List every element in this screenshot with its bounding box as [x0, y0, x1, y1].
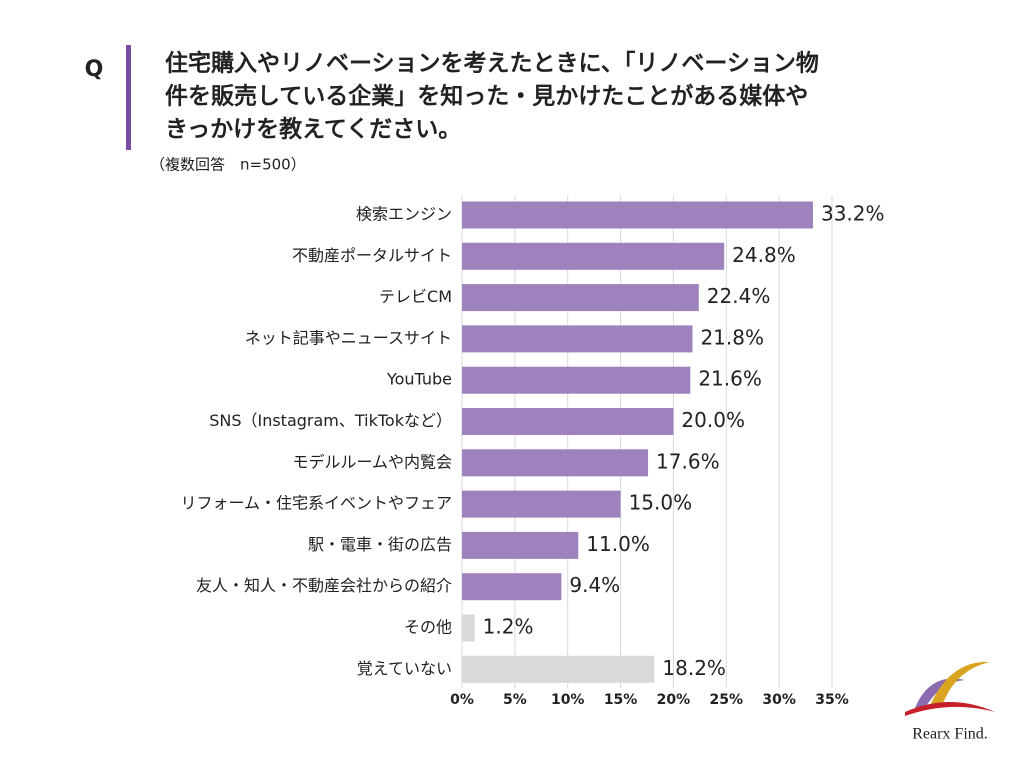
- x-tick-label: 20%: [657, 692, 691, 708]
- value-label: 11.0%: [586, 532, 650, 556]
- bar: [462, 325, 693, 353]
- y-tick-label: YouTube: [386, 370, 452, 389]
- chart-title: きっかけを教えてください。: [165, 116, 461, 143]
- y-tick-label: リフォーム・住宅系イベントやフェア: [180, 494, 452, 513]
- y-tick-label: 検索エンジン: [356, 205, 452, 224]
- bar: [462, 490, 621, 518]
- value-label: 1.2%: [483, 615, 534, 639]
- y-tick-label: ネット記事やニュースサイト: [245, 328, 452, 347]
- value-label: 20.0%: [681, 408, 745, 432]
- chart-title: 住宅購入やリノベーションを考えたときに、「リノベーション物: [165, 50, 819, 77]
- logo-mark: [905, 702, 995, 716]
- bar: [462, 201, 813, 229]
- value-label: 15.0%: [629, 491, 693, 515]
- y-tick-label: 友人・知人・不動産会社からの紹介: [196, 576, 452, 595]
- bar: [462, 242, 725, 270]
- y-tick-label: モデルルームや内覧会: [292, 452, 452, 471]
- logo-mark: [930, 661, 990, 706]
- value-label: 21.8%: [700, 325, 764, 349]
- chart-title: 件を販売している企業」を知った・見かけたことがある媒体や: [165, 83, 808, 110]
- bar: [462, 449, 649, 477]
- x-tick-label: 35%: [815, 692, 849, 708]
- y-tick-label: SNS（Instagram、TikTokなど）: [209, 411, 452, 430]
- value-label: 33.2%: [821, 202, 885, 226]
- y-tick-label: 不動産ポータルサイト: [292, 246, 452, 265]
- y-tick-label: 駅・電車・街の広告: [308, 535, 452, 554]
- bar: [462, 573, 562, 601]
- bar: [462, 284, 699, 312]
- x-tick-label: 5%: [503, 692, 527, 708]
- x-tick-label: 25%: [710, 692, 744, 708]
- logo-mark: [915, 678, 965, 708]
- value-label: 17.6%: [656, 449, 720, 473]
- y-tick-label: 覚えていない: [357, 659, 452, 678]
- value-label: 22.4%: [707, 284, 771, 308]
- x-tick-label: 30%: [762, 692, 796, 708]
- y-tick-label: その他: [404, 618, 452, 637]
- bar: [462, 531, 579, 559]
- bar: [462, 408, 674, 435]
- question-mark: Q: [85, 57, 104, 82]
- y-tick-label: テレビCM: [379, 287, 452, 306]
- x-tick-label: 0%: [450, 692, 474, 708]
- bar: [462, 614, 475, 642]
- subtitle: （複数回答 n=500）: [150, 156, 306, 174]
- bar: [462, 366, 691, 394]
- logo: Rearx Find.: [905, 661, 995, 743]
- x-tick-label: 10%: [551, 692, 585, 708]
- x-tick-label: 15%: [604, 692, 638, 708]
- value-label: 21.6%: [698, 367, 762, 391]
- bar: [462, 655, 655, 683]
- title-accent: [126, 45, 131, 150]
- logo-text: Rearx Find.: [912, 726, 988, 743]
- value-label: 24.8%: [732, 243, 796, 267]
- value-label: 9.4%: [569, 573, 620, 597]
- value-label: 18.2%: [662, 656, 726, 680]
